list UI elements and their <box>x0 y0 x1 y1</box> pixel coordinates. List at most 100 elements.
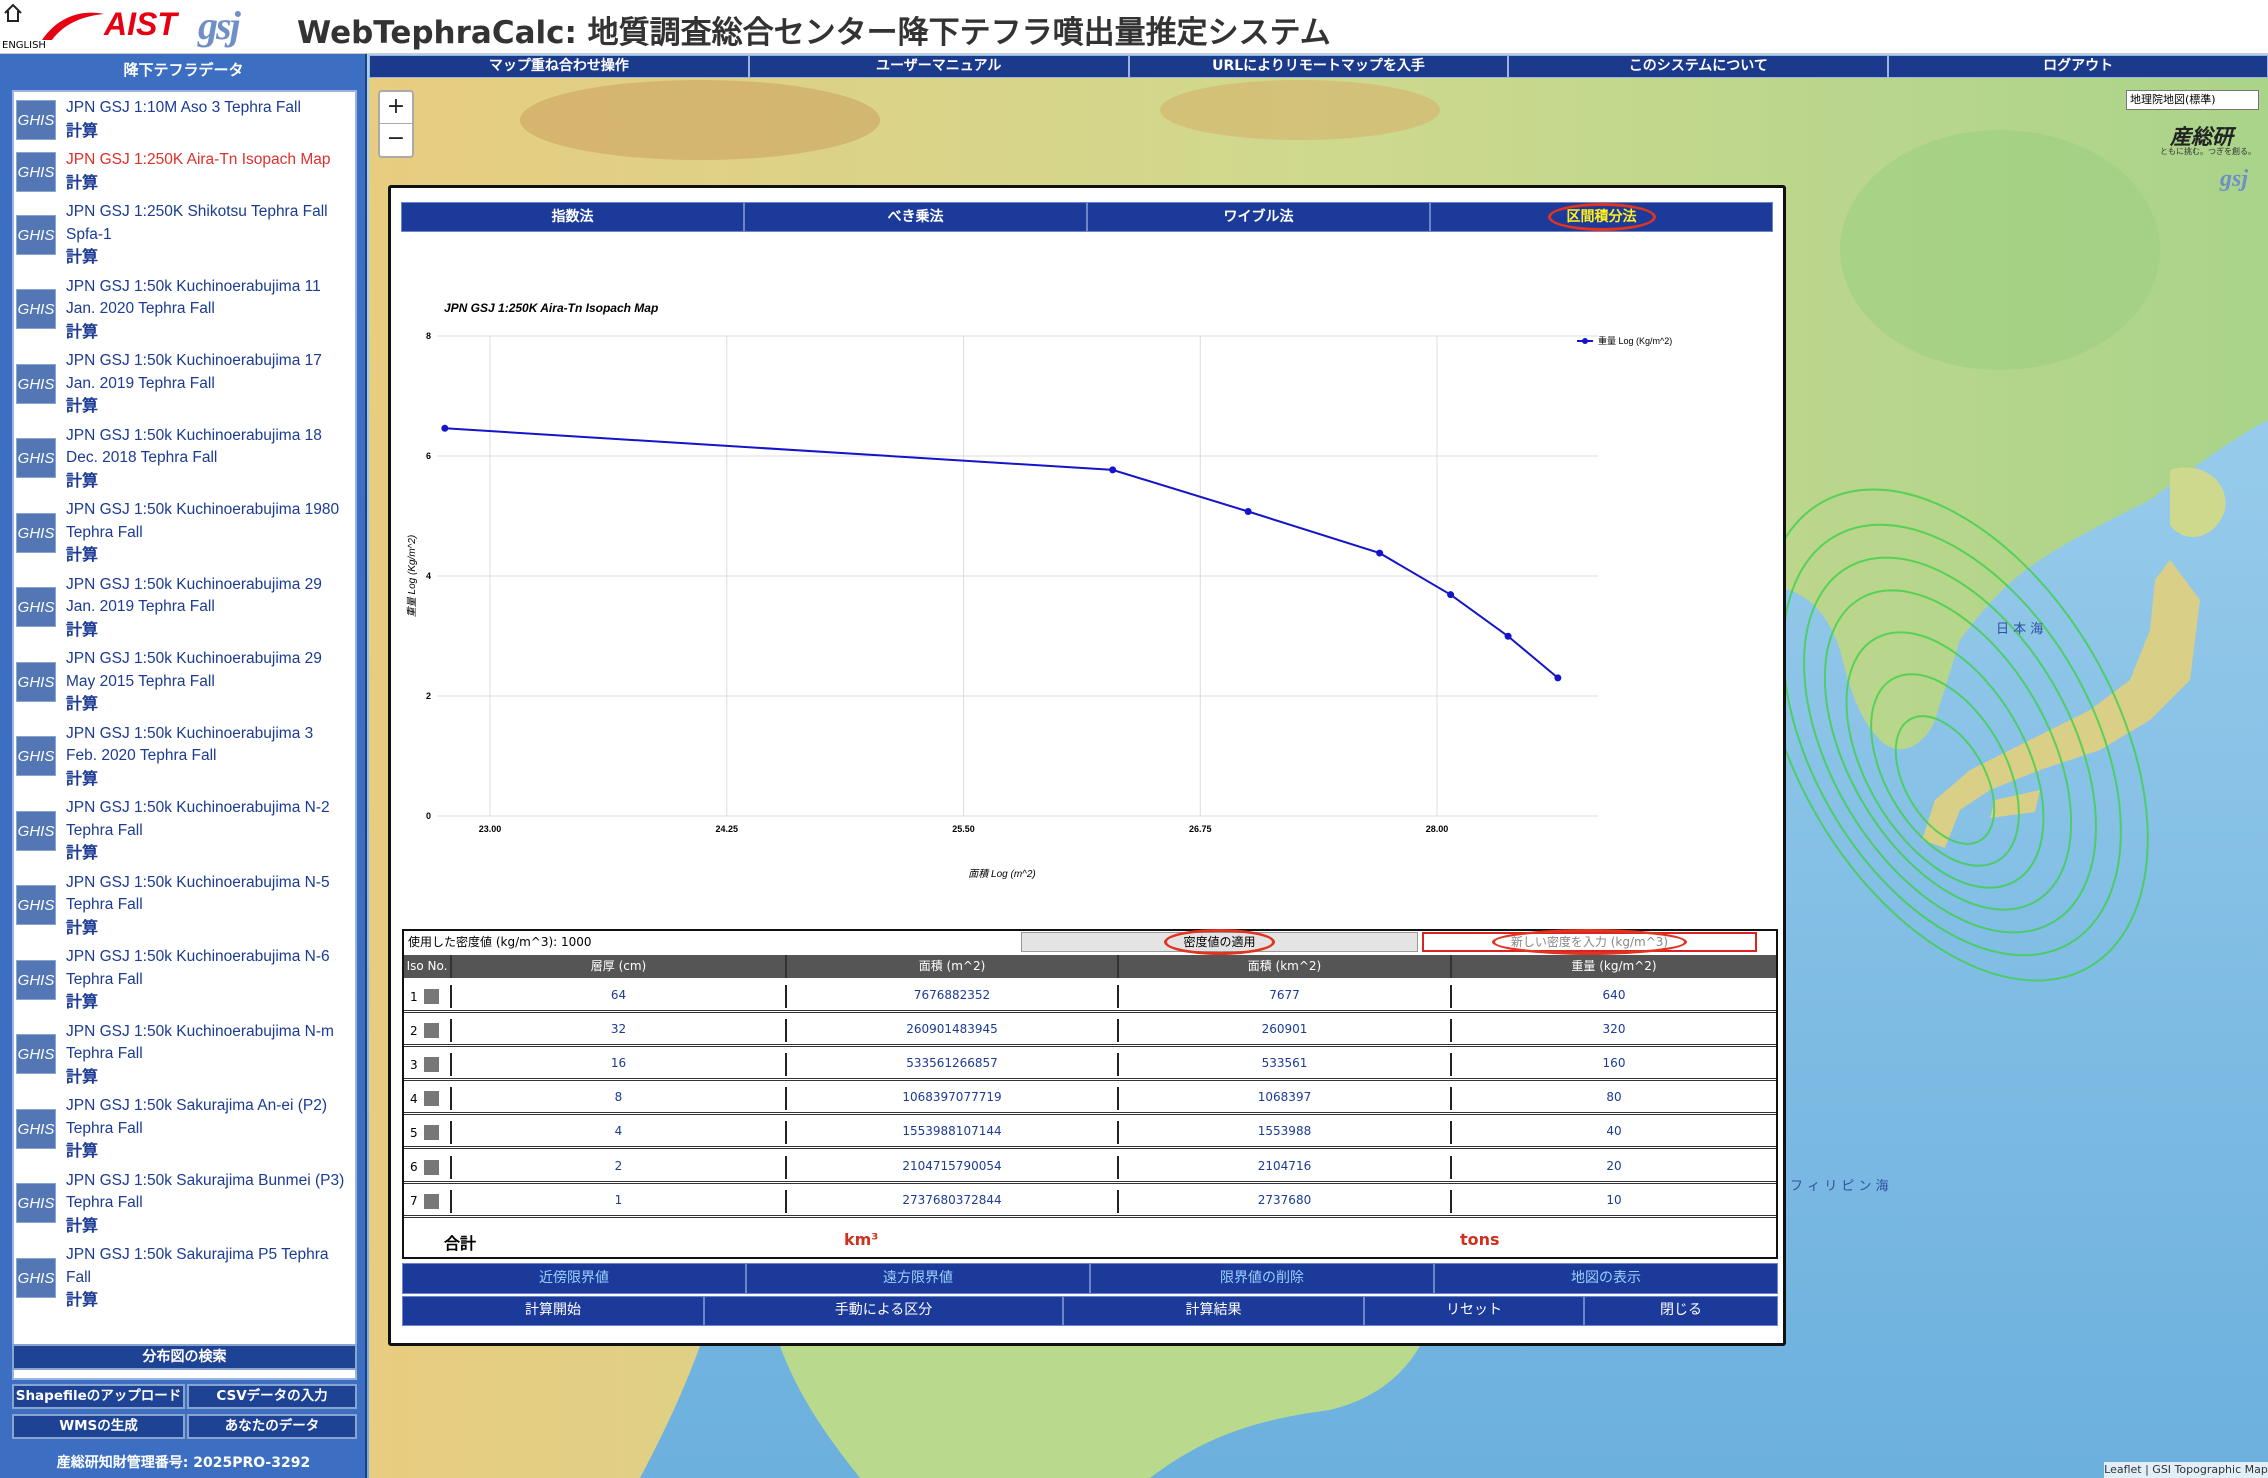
calc-link[interactable]: 計算 <box>66 321 99 341</box>
nav-item[interactable]: ユーザーマニュアル <box>748 55 1129 78</box>
ghis-badge: GHIS <box>16 1034 56 1075</box>
dataset-name[interactable]: JPN GSJ 1:50k Kuchinoerabujima 1980 Teph… <box>66 501 340 541</box>
isopach-table: 使用した密度値 (kg/m^3): 1000 密度値の適用 新しい密度を入力 (… <box>402 929 1778 1259</box>
dataset-name[interactable]: JPN GSJ 1:50k Sakurajima P5 Tephra Fall <box>66 1246 329 1286</box>
item-text: JPN GSJ 1:50k Kuchinoerabujima N-2 Tephr… <box>66 797 348 865</box>
calc-link[interactable]: 計算 <box>66 992 99 1011</box>
calc-link[interactable]: 計算 <box>66 396 99 415</box>
y-axis-label: 重量 Log (Kg/m^2) <box>406 535 418 618</box>
point <box>1447 591 1455 599</box>
row-swatch <box>423 1023 439 1039</box>
attribution[interactable]: Leaflet | GSI Topographic Map <box>2104 1462 2268 1478</box>
calc-link[interactable]: 計算 <box>66 768 99 788</box>
calc-link[interactable]: 計算 <box>66 120 99 140</box>
item-text: JPN GSJ 1:50k Sakurajima An-ei (P2) Teph… <box>66 1095 348 1163</box>
apply-density-button[interactable]: 密度値の適用 <box>1021 929 1418 955</box>
calc-link[interactable]: 計算 <box>66 1215 99 1235</box>
calc-link[interactable]: 計算 <box>66 247 99 266</box>
panel-button[interactable]: 近傍限界値 <box>402 1263 746 1294</box>
dataset-name[interactable]: JPN GSJ 1:50k Kuchinoerabujima 11 Jan. 2… <box>66 277 321 318</box>
tool-button[interactable]: WMSの生成 <box>12 1414 185 1439</box>
calc-link[interactable]: 計算 <box>66 1141 99 1160</box>
zoom-in[interactable]: + <box>380 92 412 124</box>
table-cell: 640 <box>1450 985 1776 1008</box>
ghis-badge: GHIS <box>16 661 56 702</box>
table-cell: 40 <box>1450 1121 1776 1145</box>
panel-button[interactable]: 地図の表示 <box>1434 1263 1778 1294</box>
method-tab[interactable]: ワイブル法 <box>1087 202 1430 232</box>
item-text: JPN GSJ 1:50k Sakurajima P5 Tephra Fall 計… <box>66 1244 348 1312</box>
calc-link[interactable]: 計算 <box>66 694 99 713</box>
panel-button[interactable]: リセット <box>1364 1296 1584 1326</box>
table-cell: 1068397 <box>1117 1087 1450 1111</box>
panel-button[interactable]: 限界値の削除 <box>1090 1263 1434 1294</box>
y-tick-label: 4 <box>426 571 431 581</box>
panel-button[interactable]: 計算開始 <box>402 1296 704 1326</box>
method-tab[interactable]: 指数法 <box>401 202 744 232</box>
method-tab[interactable]: べき乗法 <box>744 202 1087 232</box>
nav-item[interactable]: URLによりリモートマップを入手 <box>1128 55 1509 78</box>
dataset-item: GHIS JPN GSJ 1:50k Kuchinoerabujima N-2 T… <box>14 794 355 869</box>
calc-link[interactable]: 計算 <box>66 1290 99 1309</box>
calc-link[interactable]: 計算 <box>66 1066 99 1086</box>
dataset-name[interactable]: JPN GSJ 1:50k Kuchinoerabujima N-6 Tephr… <box>66 948 330 988</box>
dataset-name[interactable]: JPN GSJ 1:10M Aso 3 Tephra Fall <box>66 99 301 116</box>
dataset-name[interactable]: JPN GSJ 1:50k Kuchinoerabujima 3 Feb. 20… <box>66 724 314 765</box>
column-header: 面積 (km^2) <box>1117 955 1450 978</box>
calc-link[interactable]: 計算 <box>66 917 99 937</box>
panel-button[interactable]: 遠方限界値 <box>746 1263 1090 1294</box>
row-swatch <box>423 1193 439 1209</box>
search-button[interactable]: 分布図の検索 <box>12 1344 357 1370</box>
dataset-name[interactable]: JPN GSJ 1:50k Kuchinoerabujima 29 May 20… <box>66 650 322 690</box>
zoom-out[interactable]: − <box>386 126 406 151</box>
ghis-badge: GHIS <box>16 1183 56 1224</box>
map-label: フ ィ リ ピ ン 海 <box>1790 1179 1889 1194</box>
iso-number: 2 <box>410 1023 418 1038</box>
ghis-badge: GHIS <box>16 1108 56 1149</box>
ghis-badge: GHIS <box>16 885 56 926</box>
new-density-input[interactable]: 新しい密度を入力 (kg/m^3) <box>1422 929 1757 955</box>
sidebar: 降下テフラデータ GHIS JPN GSJ 1:10M Aso 3 Tephra … <box>0 54 367 1478</box>
dataset-name[interactable]: JPN GSJ 1:50k Kuchinoerabujima N-2 Tephr… <box>66 799 330 839</box>
calc-link[interactable]: 計算 <box>66 545 99 564</box>
panel-button[interactable]: 手動による区分 <box>704 1296 1063 1326</box>
calc-link[interactable]: 計算 <box>66 619 99 639</box>
tool-button[interactable]: あなたのデータ <box>187 1414 357 1439</box>
home-icon[interactable] <box>2 2 24 24</box>
calc-link[interactable]: 計算 <box>66 843 99 862</box>
land <box>780 1346 1420 1478</box>
column-header: Iso No. <box>406 959 448 973</box>
table-row: 2 32 260901483945 260901 320 <box>404 1013 1776 1048</box>
panel-button[interactable]: 計算結果 <box>1063 1296 1364 1326</box>
brand-tagline: ともに挑む。つぎを創る。 <box>2160 147 2256 156</box>
method-tab[interactable]: 区間積分法 <box>1430 202 1773 232</box>
dataset-name[interactable]: JPN GSJ 1:50k Sakurajima Bunmei (P3) Tep… <box>66 1171 345 1212</box>
tool-button[interactable]: Shapefileのアップロード <box>12 1384 185 1409</box>
item-text: JPN GSJ 1:50k Kuchinoerabujima N-6 Tephr… <box>66 946 348 1014</box>
language-link[interactable]: ENGLISH <box>2 40 46 51</box>
iso-cell: 5 <box>404 1121 450 1144</box>
nav-item[interactable]: ログアウト <box>1888 55 2268 78</box>
ghis-badge: GHIS <box>16 959 56 1000</box>
layer-select[interactable]: 地理院地図(標準) <box>2126 90 2259 110</box>
relief <box>520 80 880 160</box>
dataset-name[interactable]: JPN GSJ 1:50k Kuchinoerabujima 17 Jan. 2… <box>66 352 322 392</box>
panel-button[interactable]: 閉じる <box>1584 1296 1778 1326</box>
dataset-name[interactable]: JPN GSJ 1:50k Kuchinoerabujima N-5 Tephr… <box>66 873 330 914</box>
tool-button[interactable]: CSVデータの入力 <box>187 1384 357 1409</box>
dataset-name[interactable]: JPN GSJ 1:50k Kuchinoerabujima 29 Jan. 2… <box>66 575 322 616</box>
dataset-name[interactable]: JPN GSJ 1:250K Aira-Tn Isopach Map <box>66 151 331 168</box>
iso-cell: 3 <box>404 1053 450 1076</box>
dataset-name[interactable]: JPN GSJ 1:50k Kuchinoerabujima N-m Tephr… <box>66 1022 334 1063</box>
dataset-name[interactable]: JPN GSJ 1:50k Kuchinoerabujima 18 Dec. 2… <box>66 426 322 467</box>
nav-item[interactable]: このシステムについて <box>1508 55 1889 78</box>
nav-item[interactable]: マップ重ね合わせ操作 <box>369 55 749 78</box>
dataset-list[interactable]: GHIS JPN GSJ 1:10M Aso 3 Tephra Fall 計算 GHI… <box>12 90 357 1380</box>
dataset-name[interactable]: JPN GSJ 1:250K Shikotsu Tephra Fall Spfa… <box>66 203 328 243</box>
dataset-name[interactable]: JPN GSJ 1:50k Sakurajima An-ei (P2) Teph… <box>66 1097 328 1137</box>
iso-number: 1 <box>410 989 418 1004</box>
iso-number: 5 <box>410 1125 418 1140</box>
calc-link[interactable]: 計算 <box>66 470 99 490</box>
calc-link[interactable]: 計算 <box>66 172 99 192</box>
